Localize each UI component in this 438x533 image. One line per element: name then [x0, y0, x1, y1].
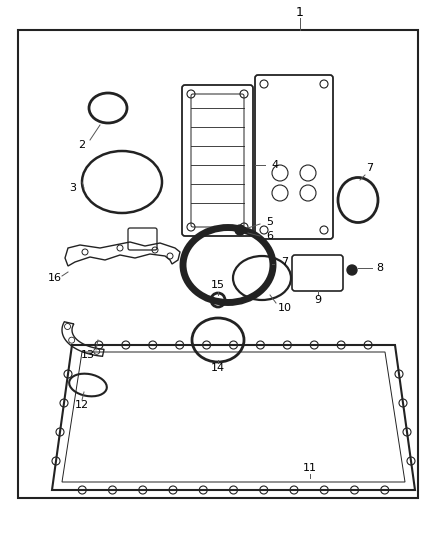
Text: 13: 13: [81, 350, 95, 360]
Text: 15: 15: [211, 280, 225, 290]
Bar: [18, 30, 418, 498]
Text: 8: 8: [376, 263, 384, 273]
Text: 5: 5: [266, 217, 273, 227]
Text: 4: 4: [272, 160, 279, 170]
Text: 14: 14: [211, 363, 225, 373]
Text: 3: 3: [70, 183, 77, 193]
Text: 7: 7: [282, 257, 289, 267]
Text: 11: 11: [303, 463, 317, 473]
Circle shape: [235, 225, 245, 235]
Text: 2: 2: [78, 140, 85, 150]
Text: 12: 12: [75, 400, 89, 410]
Text: 16: 16: [48, 273, 62, 283]
Text: 6: 6: [266, 231, 273, 241]
Text: 1: 1: [296, 5, 304, 19]
Text: 10: 10: [278, 303, 292, 313]
Circle shape: [347, 265, 357, 275]
Text: 9: 9: [314, 295, 321, 305]
Text: 7: 7: [367, 163, 374, 173]
